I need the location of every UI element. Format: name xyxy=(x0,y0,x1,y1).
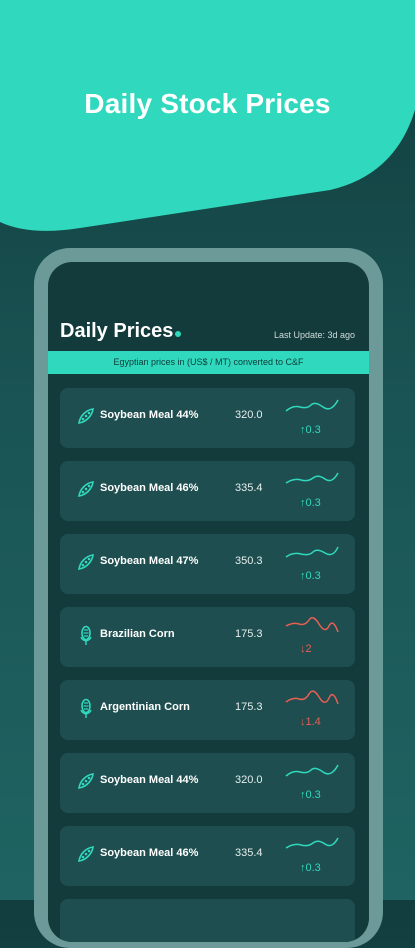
price-card[interactable]: Soybean Meal 44% 320.0 ↑0.3 xyxy=(60,388,355,448)
price-card[interactable]: Soybean Meal 46% 335.4 ↑0.3 xyxy=(60,826,355,886)
soybean-pod-icon xyxy=(78,408,94,424)
price-change: ↑0.3 xyxy=(300,789,321,801)
product-price: 350.3 xyxy=(235,555,263,567)
price-change: ↑0.3 xyxy=(300,424,321,436)
banner-shape xyxy=(0,0,415,231)
sparkline-down xyxy=(285,617,339,633)
price-change: ↓1.4 xyxy=(300,716,321,728)
product-name: Argentinian Corn xyxy=(100,701,190,713)
sparkline-up xyxy=(285,399,339,412)
price-card-partial[interactable] xyxy=(60,899,355,942)
product-name: Soybean Meal 46% xyxy=(100,482,199,494)
phone-screen[interactable]: Daily Prices Last Update: 3d ago Egyptia… xyxy=(48,262,369,942)
price-card[interactable]: Soybean Meal 47% 350.3 ↑0.3 xyxy=(60,534,355,594)
soybean-pod-icon xyxy=(78,773,94,789)
product-name: Soybean Meal 46% xyxy=(100,847,199,859)
soybean-pod-icon xyxy=(78,554,94,570)
sparkline-up xyxy=(285,837,339,849)
sparkline-up xyxy=(285,472,339,484)
price-change: ↑0.3 xyxy=(300,497,321,509)
product-name: Soybean Meal 44% xyxy=(100,409,199,421)
product-name: Brazilian Corn xyxy=(100,628,175,640)
sparkline-down xyxy=(285,690,339,705)
title-dot xyxy=(175,331,182,337)
product-price: 175.3 xyxy=(235,628,263,640)
price-card[interactable]: Argentinian Corn 175.3 ↓1.4 xyxy=(60,680,355,740)
product-name: Soybean Meal 47% xyxy=(100,555,199,567)
product-price: 335.4 xyxy=(235,847,263,859)
product-price: 320.0 xyxy=(235,409,263,421)
price-card[interactable]: Soybean Meal 46% 335.4 ↑0.3 xyxy=(60,461,355,521)
screen-title: Daily Prices xyxy=(60,320,182,343)
price-change: ↑0.3 xyxy=(300,570,321,582)
price-list: Soybean Meal 44% 320.0 ↑0.3 Soybean Meal… xyxy=(60,388,355,942)
hero-title: Daily Stock Prices xyxy=(84,88,331,119)
corn-icon xyxy=(80,698,92,718)
soybean-pod-icon xyxy=(78,846,94,862)
price-card[interactable]: Brazilian Corn 175.3 ↓2 xyxy=(60,607,355,667)
screen-title-text: Daily Prices xyxy=(60,320,174,342)
product-price: 335.4 xyxy=(235,482,263,494)
price-change: ↑0.3 xyxy=(300,862,321,874)
product-price: 320.0 xyxy=(235,774,263,786)
product-price: 175.3 xyxy=(235,701,263,713)
corn-icon xyxy=(80,625,92,645)
product-name: Soybean Meal 44% xyxy=(100,774,199,786)
info-bar: Egyptian prices in (US$ / MT) converted … xyxy=(48,351,369,374)
sparkline-up xyxy=(285,546,339,558)
sparkline-up xyxy=(285,764,339,777)
price-change: ↓2 xyxy=(300,643,312,655)
header-row: Daily Prices Last Update: 3d ago xyxy=(60,320,357,348)
soybean-pod-icon xyxy=(78,481,94,497)
last-update: Last Update: 3d ago xyxy=(273,330,355,340)
price-card[interactable]: Soybean Meal 44% 320.0 ↑0.3 xyxy=(60,753,355,813)
